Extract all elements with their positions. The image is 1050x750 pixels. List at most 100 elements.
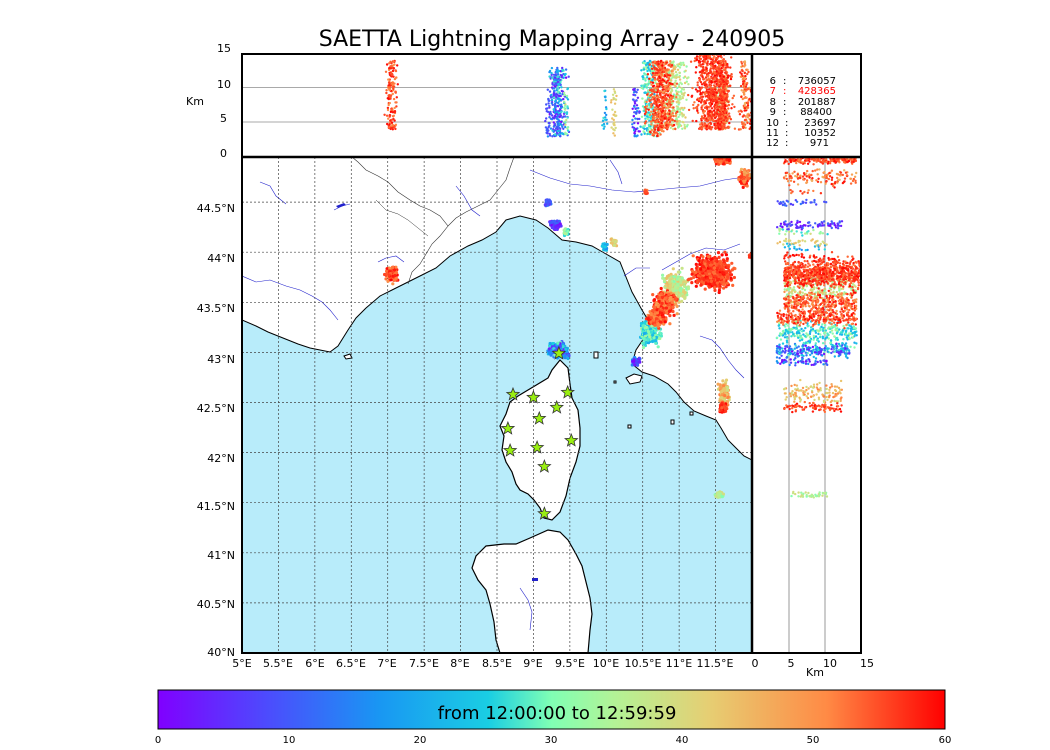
station-count-row: 7 : 428365: [770, 86, 836, 97]
lightning-source-point: [632, 128, 636, 132]
lightning-source-point: [674, 89, 678, 92]
lightning-source-point: [676, 107, 679, 111]
lightning-source-point: [676, 68, 680, 72]
lightning-source-point: [717, 106, 720, 110]
lightning-source-point: [553, 96, 556, 99]
lightning-source-point: [564, 125, 567, 129]
lightning-source-point: [697, 59, 701, 63]
lightning-source-point: [554, 73, 557, 77]
lightning-source-point: [386, 97, 389, 100]
lightning-source-point: [653, 321, 657, 325]
lightning-source-point: [678, 107, 681, 111]
lightning-source-point: [660, 110, 664, 114]
lightning-source-point: [709, 64, 713, 67]
lightning-source-point: [683, 294, 687, 298]
lightning-source-point: [394, 123, 398, 127]
lightning-source-point: [649, 93, 653, 97]
lightning-source-point: [566, 229, 570, 233]
lightning-source-point: [390, 121, 394, 124]
lightning-source-point: [740, 95, 743, 99]
lightning-source-point: [648, 130, 652, 133]
lightning-source-point: [727, 74, 730, 77]
lightning-source-point: [653, 119, 656, 122]
lightning-source-point: [712, 109, 716, 112]
lightning-source-point: [725, 386, 730, 390]
lightning-source-point: [637, 130, 640, 133]
altitude-unit-label: Km: [186, 95, 204, 108]
lightning-source-point: [677, 90, 680, 94]
lightning-source-point: [559, 134, 562, 138]
lightning-source-point: [719, 111, 722, 114]
lightning-source-point: [551, 83, 554, 86]
lightning-source-point: [545, 110, 548, 113]
lightning-source-point: [633, 121, 636, 125]
lightning-source-point: [666, 112, 669, 115]
lightning-source-point: [667, 292, 671, 296]
lightning-source-point: [723, 122, 726, 126]
lightning-source-point: [633, 100, 636, 103]
lightning-source-point: [714, 85, 717, 89]
lightning-source-point: [712, 119, 715, 122]
lightning-source-point: [741, 185, 745, 189]
lightning-source-point: [656, 78, 659, 81]
lightning-source-point: [654, 106, 657, 109]
lightning-source-point: [719, 95, 723, 98]
lightning-source-point: [705, 88, 709, 91]
lightning-source-point: [559, 80, 562, 84]
lightning-source-point: [387, 81, 391, 84]
lightning-source-point: [560, 103, 563, 106]
lightning-source-point: [553, 102, 557, 106]
lightning-source-point: [702, 66, 705, 69]
lightning-source-point: [726, 76, 730, 79]
lightning-source-point: [549, 110, 552, 114]
lightning-source-point: [655, 67, 659, 71]
lightning-source-point: [604, 116, 607, 119]
lightning-source-point: [396, 64, 399, 67]
lightning-source-point: [543, 203, 547, 207]
lake: [336, 203, 346, 208]
lightning-source-point: [706, 62, 709, 65]
lightning-source-point: [605, 107, 608, 111]
lightning-source-point: [548, 104, 551, 108]
lightning-source-point: [678, 78, 682, 81]
lightning-source-point: [652, 298, 656, 302]
lightning-source-point: [713, 55, 716, 58]
lightning-source-point: [703, 122, 706, 125]
lightning-source-point: [678, 101, 681, 104]
lightning-source-point: [550, 72, 553, 75]
lightning-source-point: [646, 338, 650, 342]
lightning-source-point: [643, 127, 646, 131]
lightning-source-point: [721, 492, 726, 496]
lightning-source-point: [661, 124, 665, 128]
lightning-source-point: [745, 105, 748, 109]
lightning-source-point: [563, 93, 566, 97]
lightning-source-point: [558, 78, 561, 82]
lightning-source-point: [706, 98, 709, 102]
lightning-source-point: [655, 62, 658, 65]
lightning-source-point: [706, 72, 709, 76]
lightning-source-point: [658, 331, 662, 335]
lightning-source-point: [611, 117, 614, 120]
lightning-source-point: [647, 129, 650, 132]
lightning-source-point: [560, 74, 563, 77]
lightning-source-point: [613, 123, 616, 127]
lightning-source-point: [702, 56, 705, 59]
lightning-source-point: [653, 78, 656, 81]
lightning-source-point: [636, 88, 639, 92]
lightning-source-point: [660, 83, 664, 87]
lightning-source-point: [562, 76, 565, 80]
lightning-source-point: [561, 93, 564, 96]
lightning-source-point: [632, 88, 635, 91]
lightning-source-point: [709, 70, 712, 73]
lightning-source-point: [655, 94, 659, 97]
lightning-source-point: [387, 103, 390, 107]
lightning-source-point: [656, 128, 660, 132]
lightning-source-point: [716, 74, 719, 77]
lightning-source-point: [391, 282, 395, 286]
lightning-source-point: [745, 184, 749, 188]
lightning-source-point: [665, 61, 668, 64]
lightning-source-point: [746, 68, 749, 72]
lightning-source-point: [653, 124, 656, 127]
lightning-source-point: [724, 62, 727, 66]
